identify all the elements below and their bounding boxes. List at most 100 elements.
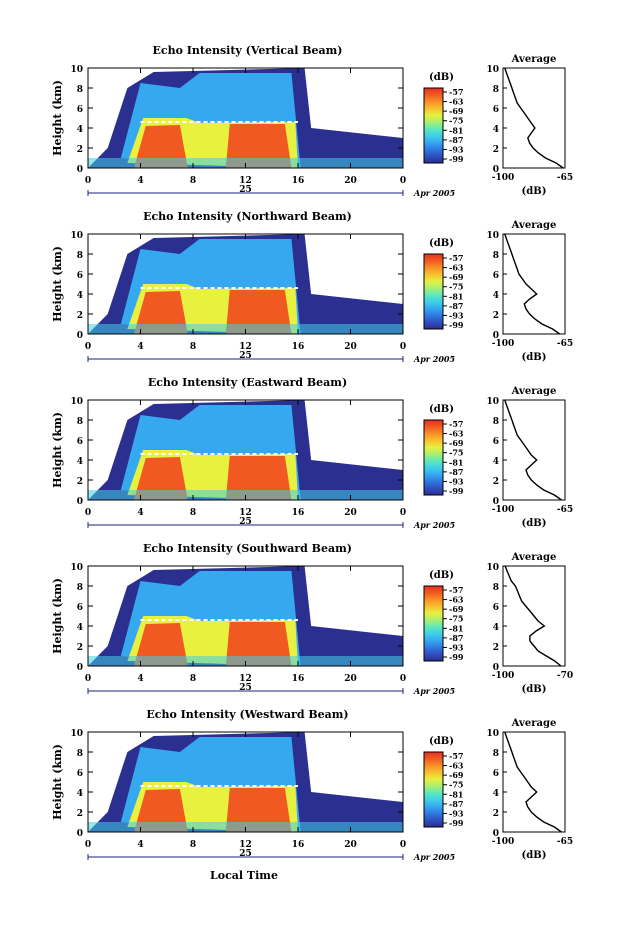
average-title: Average [511, 54, 557, 65]
x-tick-label: 12 [239, 674, 252, 684]
average-y-tick-label: 0 [493, 497, 499, 507]
y-tick-label: 6 [77, 437, 83, 447]
average-x-tick-label: -65 [557, 173, 573, 183]
average-x-tick-label: -65 [557, 505, 573, 515]
y-tick-label: 8 [77, 417, 83, 427]
y-tick-label: 8 [77, 749, 83, 759]
average-y-tick-label: 10 [486, 65, 499, 75]
colorbar-tick-label: -81 [449, 789, 463, 799]
average-y-tick-label: 0 [493, 331, 499, 341]
colorbar-unit: (dB) [429, 238, 454, 249]
x-tick-label: 8 [190, 342, 196, 352]
heatmap [88, 68, 403, 168]
panel-title: Echo Intensity (Vertical Beam) [152, 44, 342, 57]
average-title: Average [511, 718, 557, 729]
x-tick-label: 16 [292, 840, 305, 850]
x-tick-label: 0 [400, 674, 406, 684]
x-tick-label: 0 [85, 674, 91, 684]
y-tick-label: 10 [70, 729, 83, 739]
average-y-tick-label: 10 [486, 729, 499, 739]
month-year-label: Apr 2005 [413, 354, 456, 364]
y-tick-label: 8 [77, 85, 83, 95]
echo-core-2 [225, 788, 292, 832]
average-y-tick-label: 6 [493, 105, 499, 115]
average-title: Average [511, 552, 557, 563]
x-tick-label: 4 [137, 342, 143, 352]
y-tick-label: 6 [77, 769, 83, 779]
colorbar-tick-label: -69 [449, 604, 464, 614]
echo-core-1 [133, 457, 188, 500]
echo-core-2 [225, 124, 292, 168]
colorbar-tick-label: -93 [449, 476, 464, 486]
average-title: Average [511, 220, 557, 231]
colorbar-tick-label: -87 [449, 135, 463, 145]
heatmap [88, 234, 403, 334]
month-year-label: Apr 2005 [413, 520, 456, 530]
colorbar-tick-label: -69 [449, 106, 464, 116]
x-tick-label: 4 [137, 840, 143, 850]
average-frame [502, 565, 566, 667]
colorbar-unit: (dB) [429, 72, 454, 83]
average-y-tick-label: 4 [493, 789, 499, 799]
average-y-tick-label: 4 [493, 291, 499, 301]
x-tick-label: 8 [190, 674, 196, 684]
day-label: 25 [239, 351, 252, 361]
colorbar-tick-label: -63 [449, 263, 464, 273]
colorbar-tick-label: -63 [449, 429, 464, 439]
average-x-tick-label: -100 [492, 173, 515, 183]
y-tick-label: 4 [77, 291, 83, 301]
y-axis-label: Height (km) [51, 246, 64, 322]
echo-core-1 [133, 789, 188, 832]
panel-2: Echo Intensity (Northward Beam) 0 2 4 6 8 10 He… [51, 210, 573, 364]
average-y-tick-label: 2 [493, 643, 499, 653]
average-x-tick-label: -100 [492, 671, 515, 681]
heatmap [88, 400, 403, 500]
average-frame [502, 233, 566, 335]
average-y-tick-label: 8 [493, 251, 499, 261]
average-y-tick-label: 2 [493, 311, 499, 321]
panel-title: Echo Intensity (Eastward Beam) [148, 376, 347, 389]
x-tick-label: 20 [344, 840, 357, 850]
colorbar-tick-label: -57 [449, 419, 463, 429]
average-y-tick-label: 8 [493, 85, 499, 95]
colorbar [423, 87, 444, 164]
average-y-tick-label: 4 [493, 125, 499, 135]
y-tick-label: 4 [77, 789, 83, 799]
average-y-tick-label: 2 [493, 145, 499, 155]
echo-core-2 [225, 290, 292, 334]
average-y-tick-label: 8 [493, 583, 499, 593]
x-tick-label: 12 [239, 508, 252, 518]
colorbar-tick-label: -87 [449, 467, 463, 477]
average-y-tick-label: 4 [493, 457, 499, 467]
colorbar-tick-label: -81 [449, 623, 463, 633]
colorbar-tick-label: -81 [449, 457, 463, 467]
month-year-label: Apr 2005 [413, 686, 456, 696]
average-y-tick-label: 2 [493, 477, 499, 487]
y-tick-label: 6 [77, 603, 83, 613]
month-year-label: Apr 2005 [413, 852, 456, 862]
y-tick-label: 10 [70, 397, 83, 407]
month-year-label: Apr 2005 [413, 188, 456, 198]
colorbar-tick-label: -75 [449, 614, 463, 624]
colorbar-tick-label: -75 [449, 116, 463, 126]
colorbar-tick-label: -75 [449, 448, 463, 458]
y-tick-label: 10 [70, 563, 83, 573]
panel-1: Echo Intensity (Vertical Beam) 0 2 4 6 8 10 Hei… [51, 44, 573, 198]
x-tick-label: 20 [344, 176, 357, 186]
x-tick-label: 0 [400, 176, 406, 186]
colorbar-tick-label: -99 [449, 818, 464, 828]
colorbar-tick-label: -69 [449, 272, 464, 282]
colorbar-tick-label: -87 [449, 633, 463, 643]
colorbar-tick-label: -81 [449, 125, 463, 135]
average-y-tick-label: 10 [486, 397, 499, 407]
average-x-label: (dB) [522, 518, 547, 529]
x-tick-label: 0 [400, 342, 406, 352]
average-profile-line [504, 233, 561, 335]
average-profile-line [504, 67, 564, 169]
average-y-tick-label: 4 [493, 623, 499, 633]
echo-core-2 [225, 622, 292, 666]
x-tick-label: 0 [85, 342, 91, 352]
average-title: Average [511, 386, 557, 397]
x-tick-label: 20 [344, 674, 357, 684]
y-tick-label: 8 [77, 251, 83, 261]
